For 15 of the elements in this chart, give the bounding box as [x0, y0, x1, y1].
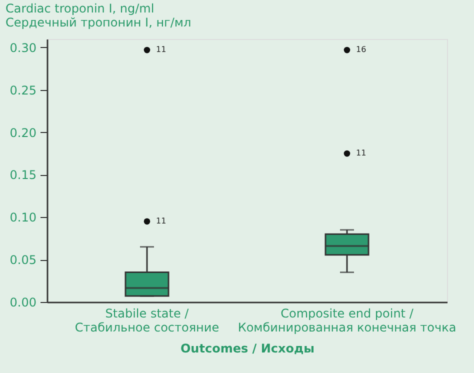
x-tick-label: Stabile state / Стабильное состояние	[74, 306, 220, 334]
x-axis-title: Outcomes / Исходы	[180, 342, 315, 356]
annotation: 11	[356, 148, 366, 158]
y-axis-title: Cardiac troponin I, ng/ml Сердечный тропонин I, нг/мл	[6, 2, 192, 30]
y-tick-label: 0.20	[10, 126, 36, 140]
y-tick-label: 0.15	[10, 168, 36, 182]
annotation: 11	[156, 216, 166, 226]
y-tick-label: 0.05	[10, 253, 36, 268]
y-tick-label: 0.30	[10, 40, 36, 55]
y-tick-label: 0.10	[10, 210, 36, 225]
y-tick-label: 0.00	[10, 296, 36, 310]
annotation: 16	[356, 45, 366, 54]
x-tick-label: Composite end point / Комбинированная конечная точка	[238, 306, 456, 334]
annotation: 11	[156, 45, 166, 54]
y-tick-label: 0.25	[10, 83, 36, 98]
